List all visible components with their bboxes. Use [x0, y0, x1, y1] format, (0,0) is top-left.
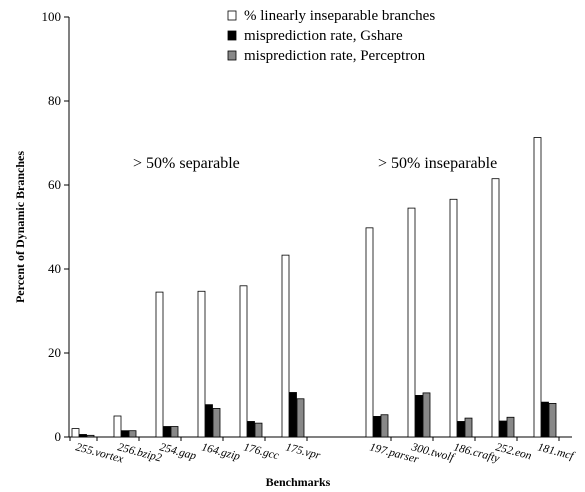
- category-label: 176.gcc: [242, 441, 280, 462]
- y-tick-label: 60: [48, 177, 61, 192]
- bar-perceptron: [86, 434, 95, 438]
- category-label: 254.gap: [158, 441, 197, 462]
- legend-label: misprediction rate, Perceptron: [244, 48, 426, 64]
- bar-inseparable: [449, 198, 458, 438]
- bar-gshare: [457, 421, 465, 438]
- bar-perceptron: [170, 426, 179, 438]
- category-label: 181.mcf: [536, 441, 576, 463]
- y-tick-label: 80: [48, 93, 61, 108]
- bar-gshare: [373, 416, 381, 438]
- bar-perceptron: [296, 398, 305, 438]
- category-label: 186.crafty: [452, 441, 501, 465]
- bar-perceptron: [506, 416, 515, 438]
- y-tick-label: 20: [48, 345, 61, 360]
- legend-label: % linearly inseparable branches: [244, 8, 435, 24]
- x-axis-title: Benchmarks: [266, 475, 331, 489]
- bar-inseparable: [491, 178, 500, 438]
- category-label: 252.eon: [494, 441, 533, 462]
- bar-perceptron: [464, 417, 473, 438]
- bar-gshare: [541, 401, 549, 438]
- y-axis-title: Percent of Dynamic Branches: [13, 151, 27, 303]
- bar-inseparable: [155, 291, 164, 438]
- bar-inseparable: [533, 137, 542, 438]
- bar-inseparable: [239, 285, 248, 438]
- legend-swatch: [227, 50, 237, 61]
- bar-perceptron: [212, 408, 221, 438]
- annotation-separable: > 50% separable: [133, 155, 240, 172]
- bar-gshare: [121, 430, 129, 438]
- bar-perceptron: [254, 422, 263, 438]
- y-tick-label: 40: [48, 261, 61, 276]
- bar-perceptron: [548, 402, 557, 438]
- legend: % linearly inseparable branches mispredic…: [227, 8, 435, 64]
- y-ticks: 0 20 40 60 80 100: [42, 9, 69, 444]
- category-label: 164.gzip: [200, 441, 241, 463]
- legend-swatch: [227, 10, 237, 21]
- category-label: 256.bzip2: [116, 441, 163, 464]
- bar-gshare: [79, 434, 87, 438]
- category-label: 175.vpr: [284, 441, 322, 462]
- legend-swatch: [227, 30, 237, 41]
- bar-perceptron: [128, 430, 137, 438]
- bar-gshare: [499, 420, 507, 438]
- bar-inseparable: [407, 207, 416, 438]
- bar-inseparable: [113, 415, 122, 438]
- y-tick-label: 0: [55, 429, 62, 444]
- bars: [71, 137, 557, 438]
- y-tick-label: 100: [42, 9, 62, 24]
- bar-gshare: [415, 395, 423, 438]
- bar-inseparable: [197, 290, 206, 438]
- bar-perceptron: [380, 414, 389, 438]
- bar-gshare: [205, 404, 213, 438]
- bar-gshare: [163, 426, 171, 438]
- legend-label: misprediction rate, Gshare: [244, 28, 403, 44]
- bar-perceptron: [422, 392, 431, 438]
- bar-inseparable: [365, 227, 374, 438]
- bar-gshare: [289, 392, 297, 438]
- bar-inseparable: [71, 428, 80, 438]
- bar-inseparable: [281, 254, 290, 438]
- bar-gshare: [247, 421, 255, 438]
- annotation-inseparable: > 50% inseparable: [378, 155, 497, 172]
